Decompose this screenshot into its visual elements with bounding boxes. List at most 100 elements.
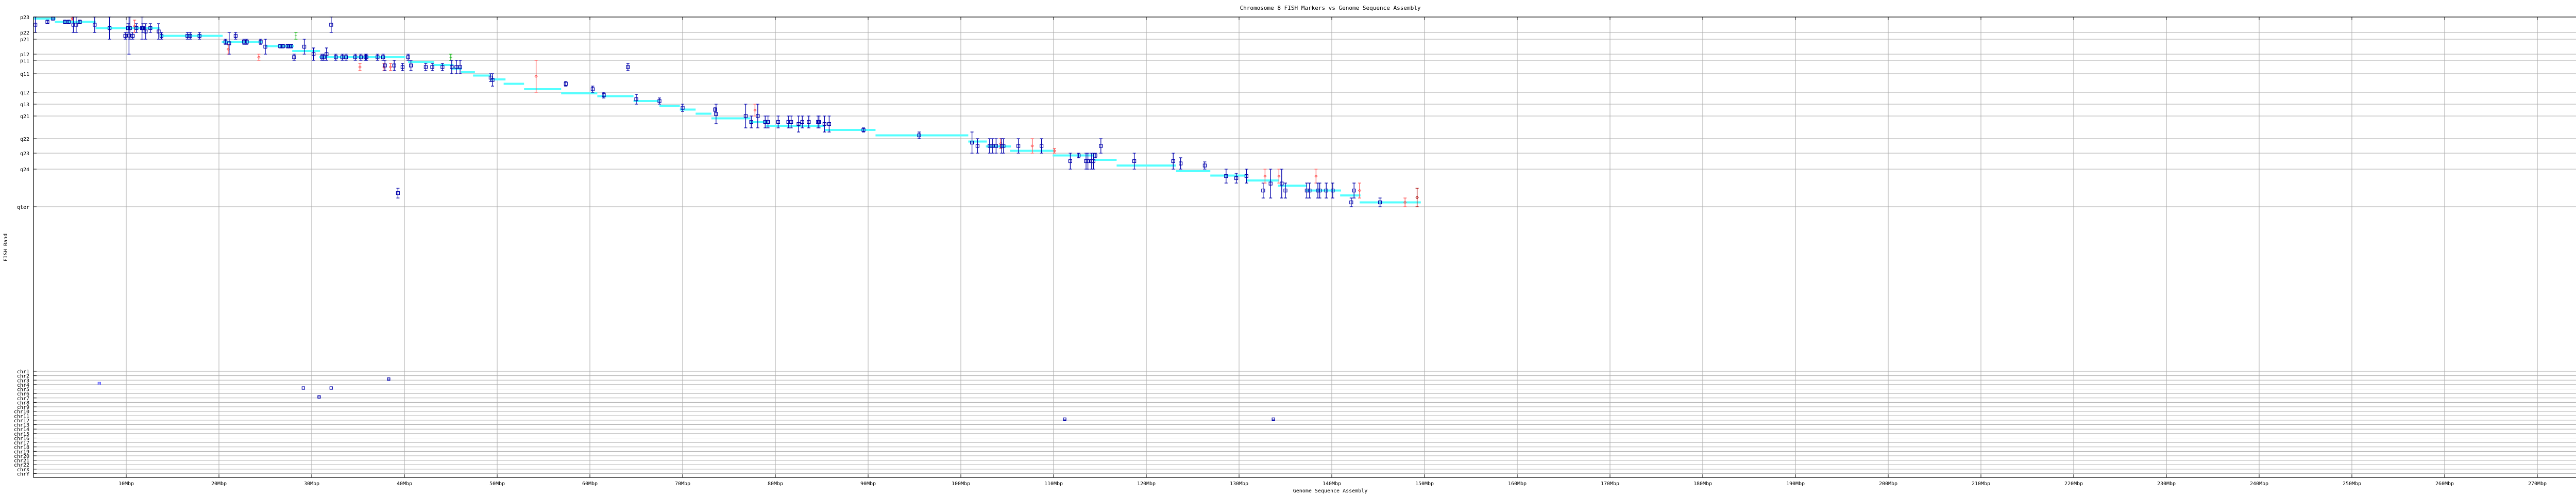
fish-marker-fhcrc bbox=[376, 54, 380, 61]
fish-marker-sc bbox=[1415, 188, 1419, 207]
x-tick-label: 20Mbp bbox=[211, 481, 227, 487]
x-tick-label: 50Mbp bbox=[489, 481, 505, 487]
x-tick-label: 170Mbp bbox=[1601, 481, 1619, 487]
fish-marker-fhcrc bbox=[233, 32, 238, 40]
fish-marker-fhcrc bbox=[990, 138, 994, 154]
fish-marker-ucsf bbox=[294, 32, 298, 40]
fish-marker-fhcrc bbox=[406, 54, 410, 61]
band-tick-label: p23 bbox=[20, 15, 29, 21]
fish-marker-fhcrc bbox=[1331, 183, 1335, 199]
chromosome-tick-label: chr5 bbox=[17, 387, 29, 393]
x-tick-label: 120Mbp bbox=[1137, 481, 1156, 487]
fish-marker-fhcrc bbox=[1171, 153, 1175, 170]
fish-marker-fhcrc bbox=[383, 60, 387, 71]
band-tick-label: q13 bbox=[20, 102, 29, 108]
fish-marker-fhcrc bbox=[817, 116, 821, 128]
chromosome-tick-label: chr19 bbox=[14, 449, 29, 455]
fish-marker-fhcrc bbox=[827, 116, 832, 133]
x-tick-label: 180Mbp bbox=[1693, 481, 1712, 487]
fish-marker-fhcrc bbox=[1224, 169, 1228, 184]
fish-marker-fhcrc bbox=[185, 32, 190, 40]
fish-marker-fhcrc bbox=[148, 23, 152, 33]
fish-marker-fhcrc bbox=[144, 23, 148, 40]
fish-marker-fhcrc bbox=[1244, 169, 1248, 184]
fish-marker-fhcrc bbox=[1039, 138, 1044, 154]
x-tick-label: 130Mbp bbox=[1230, 481, 1248, 487]
fish-marker-fhcrc bbox=[259, 39, 263, 45]
other-chromosome-hit bbox=[329, 386, 333, 390]
x-tick-label: 40Mbp bbox=[397, 481, 412, 487]
chromosome-tick-label: chr18 bbox=[14, 445, 29, 451]
fish-marker-fhcrc bbox=[45, 20, 49, 24]
fish-marker-fhcrc bbox=[714, 104, 718, 124]
fish-marker-fhcrc bbox=[626, 63, 630, 71]
fish-marker-fhcrc bbox=[1349, 197, 1353, 207]
fish-marker-fhcrc bbox=[796, 116, 801, 133]
fish-marker-fhcrc bbox=[634, 94, 638, 105]
fish-marker-fhcrc bbox=[430, 63, 434, 71]
band-tick-label: p12 bbox=[20, 52, 29, 58]
other-chromosome-hits bbox=[97, 377, 1275, 421]
x-tick-label: 260Mbp bbox=[2435, 481, 2454, 487]
fish-marker-fhcrc bbox=[289, 44, 294, 48]
fish-marker-fhcrc bbox=[800, 116, 804, 128]
x-tick-label: 110Mbp bbox=[1044, 481, 1063, 487]
fish-marker-fhcrc bbox=[490, 73, 495, 87]
fish-marker-fhcrc bbox=[396, 188, 400, 199]
fish-marker-fhcrc bbox=[743, 104, 748, 128]
fish-marker-csmc bbox=[534, 60, 538, 93]
band-tick-label: q24 bbox=[20, 167, 29, 173]
fish-marker-fhcrc bbox=[657, 97, 662, 105]
chromosome-tick-label: chrY bbox=[17, 471, 29, 477]
fish-marker-csmc bbox=[1053, 148, 1057, 154]
fish-marker-csmc bbox=[358, 63, 362, 71]
fish-marker-fhcrc bbox=[1261, 183, 1265, 199]
chromosome-tick-label: chr21 bbox=[14, 458, 29, 464]
fish-marker-fhcrc bbox=[454, 60, 459, 74]
other-chromosome-hit bbox=[1063, 417, 1066, 421]
chromosome-tick-label: chr14 bbox=[14, 427, 29, 433]
x-axis-title: Genome Sequence Assembly bbox=[1293, 488, 1368, 494]
x-tick-label: 30Mbp bbox=[304, 481, 319, 487]
x-tick-label: 220Mbp bbox=[2064, 481, 2083, 487]
fish-marker-fhcrc bbox=[188, 32, 192, 40]
fish-marker-fhcrc bbox=[263, 39, 267, 55]
band-tick-label: qter bbox=[17, 205, 29, 210]
axes: 10Mbp 20Mbp 30Mbp 40Mbp 50Mbp 60Mbp 70Mbp 80Mbp… bbox=[14, 15, 2576, 487]
x-tick-label: 230Mbp bbox=[2157, 481, 2176, 487]
x-tick-label: 60Mbp bbox=[582, 481, 598, 487]
x-tick-label: 10Mbp bbox=[118, 481, 134, 487]
fish-marker-fhcrc bbox=[458, 60, 462, 74]
chromosome-tick-label: chr15 bbox=[14, 432, 29, 437]
fish-marker-fhcrc bbox=[392, 60, 396, 71]
chromosome-tick-label: chr12 bbox=[14, 418, 29, 424]
fish-marker-csmc bbox=[388, 63, 393, 71]
fish-marker-fhcrc bbox=[400, 63, 405, 71]
fish-marker-fhcrc bbox=[861, 127, 866, 133]
other-chromosome-hit bbox=[301, 386, 305, 390]
band-tick-label: q11 bbox=[20, 72, 29, 77]
chromosome-tick-label: chr17 bbox=[14, 440, 29, 446]
fish-marker-fhcrc bbox=[78, 20, 82, 24]
fish-marker-fhcrc bbox=[227, 32, 231, 55]
x-tick-label: 250Mbp bbox=[2343, 481, 2361, 487]
fish-marker-fhcrc bbox=[602, 92, 606, 98]
fish-marker-fhcrc bbox=[340, 54, 345, 61]
fish-marker-fhcrc bbox=[988, 138, 992, 154]
fish-marker-fhcrc bbox=[766, 116, 770, 128]
fish-marker-fhcrc bbox=[423, 63, 428, 71]
x-tick-label: 270Mbp bbox=[2528, 481, 2547, 487]
fish-marker-csmc bbox=[1358, 183, 1362, 199]
y-axis-title: FISH Band bbox=[3, 234, 9, 261]
fish-marker-fhcrc bbox=[311, 47, 316, 61]
fish-marker-fhcrc bbox=[123, 32, 127, 40]
fish-marker-fhcrc bbox=[756, 104, 760, 128]
band-tick-label: p11 bbox=[20, 58, 29, 64]
fish-marker-fhcrc bbox=[749, 116, 753, 128]
other-chromosome-hit bbox=[317, 395, 321, 399]
fish-marker-fhcrc bbox=[157, 23, 161, 40]
band-tick-label: q22 bbox=[20, 137, 29, 142]
fish-marker-fhcrc bbox=[66, 20, 71, 24]
x-tick-label: 160Mbp bbox=[1508, 481, 1527, 487]
